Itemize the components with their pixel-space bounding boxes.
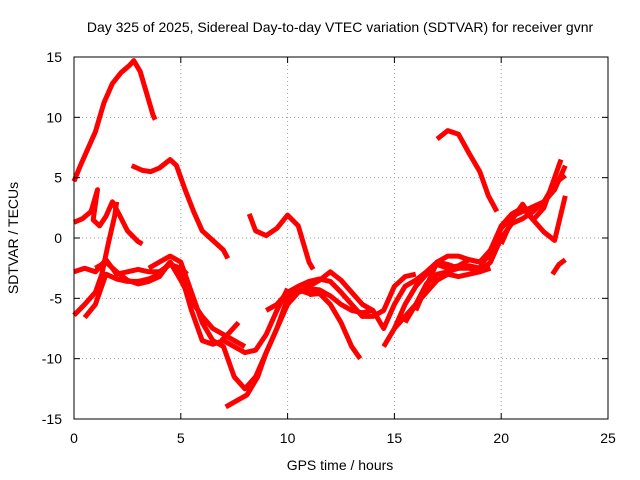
x-axis-ticks: 0 5 10 15 20 25 bbox=[70, 57, 616, 446]
x-tick-label: 5 bbox=[177, 430, 185, 446]
series-group bbox=[71, 58, 568, 410]
x-tick-label: 20 bbox=[493, 430, 509, 446]
y-tick-label: 10 bbox=[46, 109, 62, 125]
y-tick-label: 0 bbox=[54, 230, 62, 246]
series-line-s14 bbox=[308, 291, 363, 361]
series-line-s20 bbox=[498, 195, 568, 246]
series-line-s12 bbox=[264, 271, 417, 319]
x-tick-label: 15 bbox=[387, 430, 403, 446]
y-tick-label: -10 bbox=[42, 351, 62, 367]
series-line-s11 bbox=[246, 212, 316, 271]
series-line-s4 bbox=[72, 201, 120, 317]
series-line-s1 bbox=[71, 58, 158, 183]
x-tick-label: 25 bbox=[600, 430, 616, 446]
series-line-s17 bbox=[402, 173, 567, 324]
y-tick-label: -5 bbox=[50, 290, 63, 306]
series-line-s3 bbox=[73, 187, 144, 247]
chart-title: Day 325 of 2025, Sidereal Day-to-day VTE… bbox=[87, 19, 594, 35]
series-line-s7 bbox=[94, 259, 290, 356]
y-tick-label: 5 bbox=[54, 170, 62, 186]
series-line-s19 bbox=[435, 128, 500, 213]
y-axis-ticks: -15 -10 -5 0 5 10 15 bbox=[42, 49, 608, 427]
y-tick-label: -15 bbox=[42, 411, 62, 427]
series-line-s2 bbox=[130, 157, 231, 260]
x-tick-label: 0 bbox=[70, 430, 78, 446]
x-tick-label: 10 bbox=[280, 430, 296, 446]
series-line-s18 bbox=[413, 158, 564, 312]
y-tick-label: 15 bbox=[46, 49, 62, 65]
series-line-s10 bbox=[219, 320, 241, 343]
x-axis-title: GPS time / hours bbox=[287, 457, 394, 473]
series-line-s21 bbox=[550, 257, 567, 276]
y-axis-title: SDTVAR / TECUs bbox=[5, 182, 21, 294]
series-line-s8 bbox=[147, 253, 320, 392]
